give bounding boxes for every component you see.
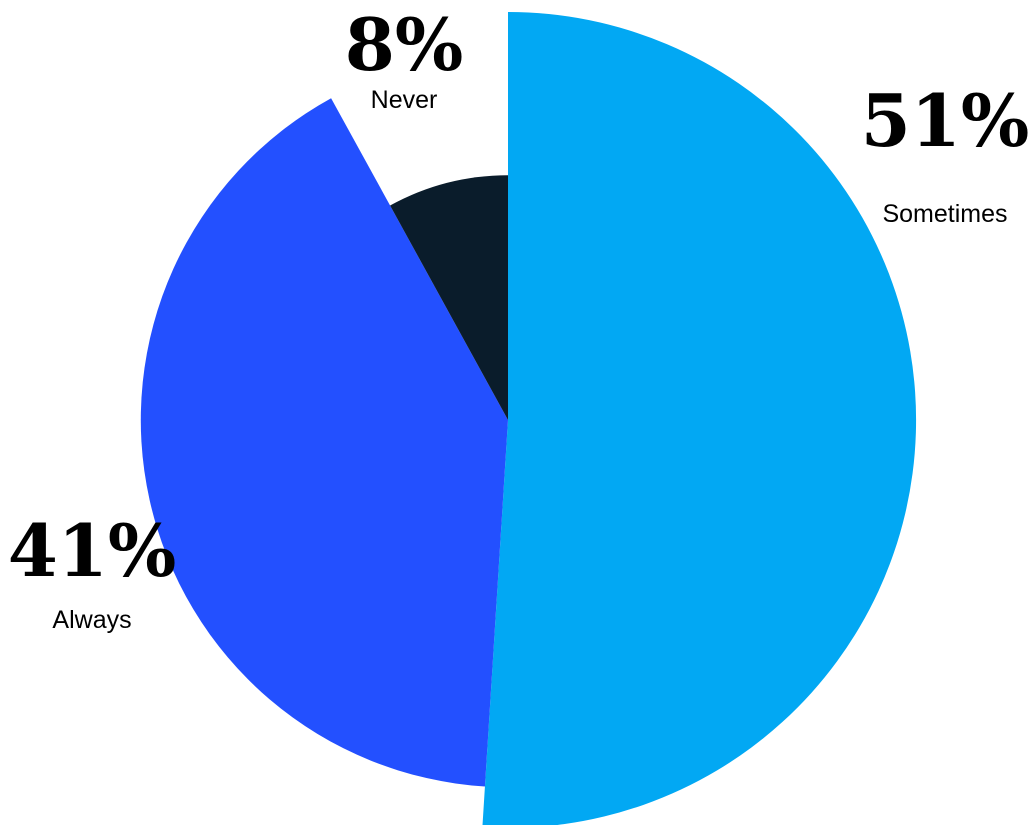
category-label-never: Never bbox=[371, 86, 438, 114]
pie-slices bbox=[140, 12, 917, 825]
pie-slice-sometimes bbox=[482, 12, 917, 825]
value-label-sometimes: 51% bbox=[861, 78, 1030, 163]
slice-label-always: 41% Always bbox=[8, 508, 177, 634]
value-label-never: 8% bbox=[345, 2, 464, 87]
slice-label-never: 8% Never bbox=[345, 2, 464, 114]
slice-label-sometimes: 51% Sometimes bbox=[861, 78, 1030, 228]
pie-slice-never bbox=[390, 175, 508, 420]
pie-slice-always bbox=[140, 98, 509, 787]
value-label-always: 41% bbox=[8, 508, 177, 593]
category-label-always: Always bbox=[52, 606, 131, 634]
category-label-sometimes: Sometimes bbox=[882, 200, 1007, 228]
